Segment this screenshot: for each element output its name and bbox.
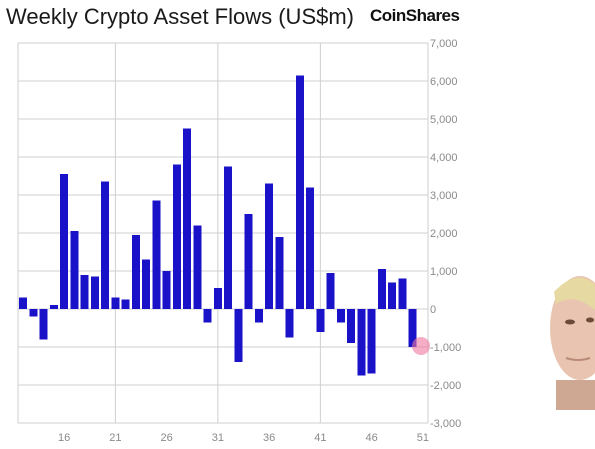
y-tick-label: 5,000: [430, 114, 458, 126]
bar: [70, 231, 79, 309]
bar: [111, 297, 120, 309]
y-tick-label: -1,000: [430, 342, 461, 354]
y-tick-label: 4,000: [430, 152, 458, 164]
bar: [80, 274, 89, 309]
x-tick-label: 46: [366, 432, 378, 444]
bar: [408, 309, 417, 347]
bar: [295, 75, 304, 309]
bar: [377, 269, 386, 309]
bar: [234, 309, 243, 363]
bar: [39, 309, 48, 340]
y-tick-label: 1,000: [430, 266, 458, 278]
bar: [398, 278, 407, 309]
x-tick-label: 51: [417, 432, 429, 444]
bar: [357, 309, 366, 376]
bar: [213, 288, 222, 309]
x-tick-label: 36: [263, 432, 275, 444]
bar: [183, 128, 192, 309]
bar: [275, 236, 284, 309]
bar: [254, 309, 263, 323]
bar: [316, 309, 325, 332]
bar: [29, 309, 38, 317]
bar: [306, 187, 315, 309]
bar: [142, 259, 151, 309]
cursor-marker: [412, 337, 430, 355]
coinshares-logo: CoinShares: [370, 6, 460, 25]
bar: [131, 234, 140, 309]
bar: [244, 214, 253, 309]
x-tick-label: 31: [212, 432, 224, 444]
bar: [347, 309, 356, 344]
bar: [152, 200, 161, 309]
y-tick-label: 6,000: [430, 76, 458, 88]
bar: [121, 299, 130, 309]
bar: [336, 309, 345, 323]
bar: [162, 271, 171, 309]
bar: [60, 174, 69, 309]
x-tick-label: 41: [314, 432, 326, 444]
x-tick-label: 26: [161, 432, 173, 444]
bar: [193, 225, 202, 309]
bar: [224, 166, 233, 309]
bar: [285, 309, 294, 338]
bar: [367, 309, 376, 374]
bar: [172, 164, 181, 309]
bar: [19, 297, 28, 309]
y-tick-label: 0: [430, 304, 436, 316]
y-tick-label: 2,000: [430, 228, 458, 240]
y-tick-label: 7,000: [430, 38, 458, 50]
y-tick-label: -2,000: [430, 380, 461, 392]
chart-title: Weekly Crypto Asset Flows (US$m): [6, 4, 355, 29]
y-tick-label: -3,000: [430, 418, 461, 430]
bar: [90, 276, 99, 309]
y-tick-label: 3,000: [430, 190, 458, 202]
bar: [388, 282, 397, 309]
presenter-face-image: [550, 276, 595, 410]
bar: [101, 181, 110, 309]
bar: [265, 183, 274, 309]
bar: [203, 309, 212, 323]
bar: [326, 272, 335, 309]
x-tick-label: 21: [109, 432, 121, 444]
bar: [49, 305, 58, 309]
x-tick-label: 16: [58, 432, 70, 444]
